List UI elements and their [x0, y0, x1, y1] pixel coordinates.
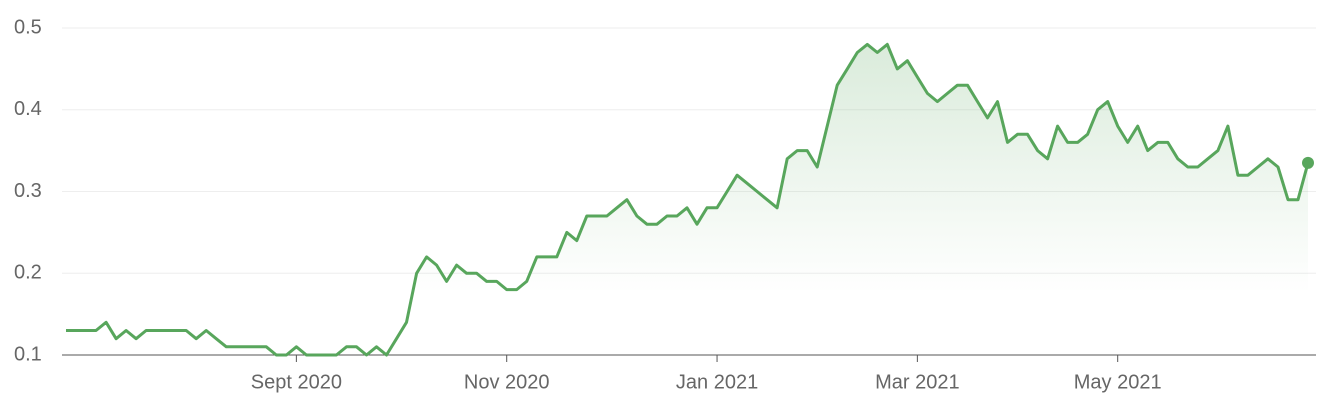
y-tick-label: 0.1 — [14, 343, 42, 365]
y-tick-label: 0.5 — [14, 16, 42, 38]
line — [66, 42, 1310, 357]
x-tick-label: Mar 2021 — [875, 371, 960, 393]
y-tick-label: 0.3 — [14, 180, 42, 202]
x-tick-label: Sept 2020 — [251, 371, 342, 393]
area-fill — [66, 44, 1308, 356]
x-tick-label: Jan 2021 — [676, 371, 758, 393]
y-tick-label: 0.4 — [14, 98, 42, 120]
end-point — [1302, 156, 1314, 169]
y-tick-label: 0.2 — [14, 262, 42, 284]
x-tick-label: Nov 2020 — [464, 371, 550, 393]
x-tick-label: May 2021 — [1074, 371, 1162, 393]
